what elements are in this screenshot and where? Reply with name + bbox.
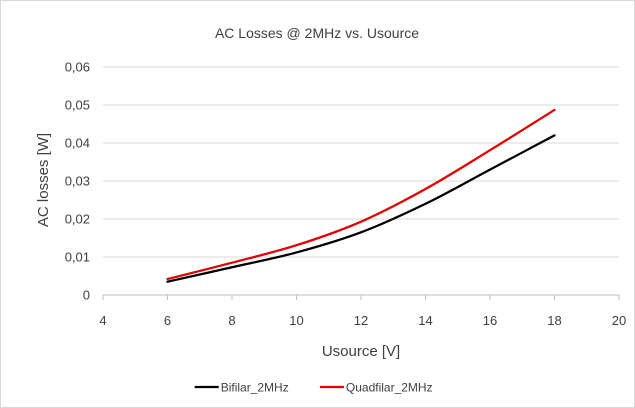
series-lines: [166, 108, 556, 283]
legend-label: Bifilar_2MHz: [221, 381, 289, 395]
x-tick-label: 12: [354, 313, 368, 328]
y-tick-label: 0,05: [65, 98, 90, 113]
y-axis-ticks: 0 0,01 0,02 0,03 0,04 0,05 0,06: [65, 60, 90, 303]
series-line-bifilar-2mhz: [166, 134, 556, 283]
y-tick-label: 0,01: [65, 250, 90, 265]
x-axis-ticks: 4 6 8 10 12 14 16 18 20: [99, 295, 626, 328]
y-tick-label: 0,04: [65, 136, 90, 151]
legend-label: Quadfilar_2MHz: [346, 381, 433, 395]
legend-item: Quadfilar_2MHz: [319, 381, 433, 395]
x-axis-title: Usource [V]: [322, 343, 400, 360]
y-tick-label: 0,03: [65, 174, 90, 189]
x-tick-label: 6: [164, 313, 171, 328]
y-tick-label: 0: [83, 288, 90, 303]
x-tick-label: 8: [228, 313, 235, 328]
x-tick-label: 16: [483, 313, 497, 328]
x-tick-label: 18: [547, 313, 561, 328]
x-tick-label: 4: [99, 313, 106, 328]
legend: Bifilar_2MHz Quadfilar_2MHz: [194, 381, 433, 395]
gridlines: [103, 66, 619, 296]
y-tick-label: 0,06: [65, 60, 90, 75]
series-line-quadfilar-2mhz: [166, 108, 556, 281]
y-axis-title: AC losses [W]: [35, 133, 52, 227]
legend-item: Bifilar_2MHz: [194, 381, 289, 395]
y-tick-label: 0,02: [65, 212, 90, 227]
x-tick-label: 10: [289, 313, 303, 328]
x-tick-label: 20: [612, 313, 626, 328]
x-tick-label: 14: [418, 313, 432, 328]
chart-title: AC Losses @ 2MHz vs. Usource: [215, 25, 419, 41]
